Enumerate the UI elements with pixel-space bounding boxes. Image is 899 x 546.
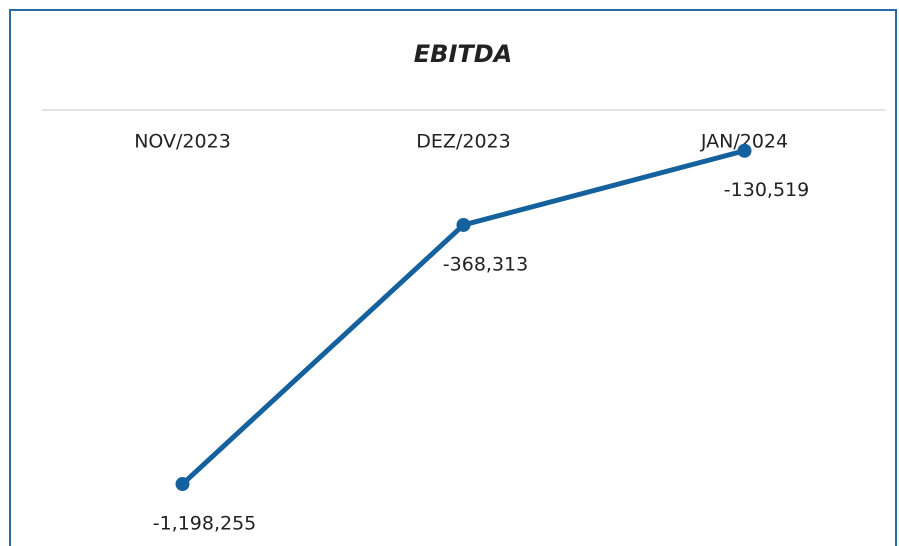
data-label: -1,198,255 [153, 513, 257, 535]
x-tick-label: NOV/2023 [134, 131, 231, 153]
data-label: -130,519 [724, 179, 809, 201]
data-label: -368,313 [443, 253, 528, 275]
point [456, 217, 471, 232]
line [180, 148, 746, 486]
x-tick-label: JAN/2024 [700, 131, 788, 153]
chart-title: EBITDA [414, 40, 512, 68]
point [737, 143, 752, 158]
point [175, 477, 190, 492]
frame [9, 9, 897, 546]
x-tick-label: DEZ/2023 [416, 131, 510, 153]
